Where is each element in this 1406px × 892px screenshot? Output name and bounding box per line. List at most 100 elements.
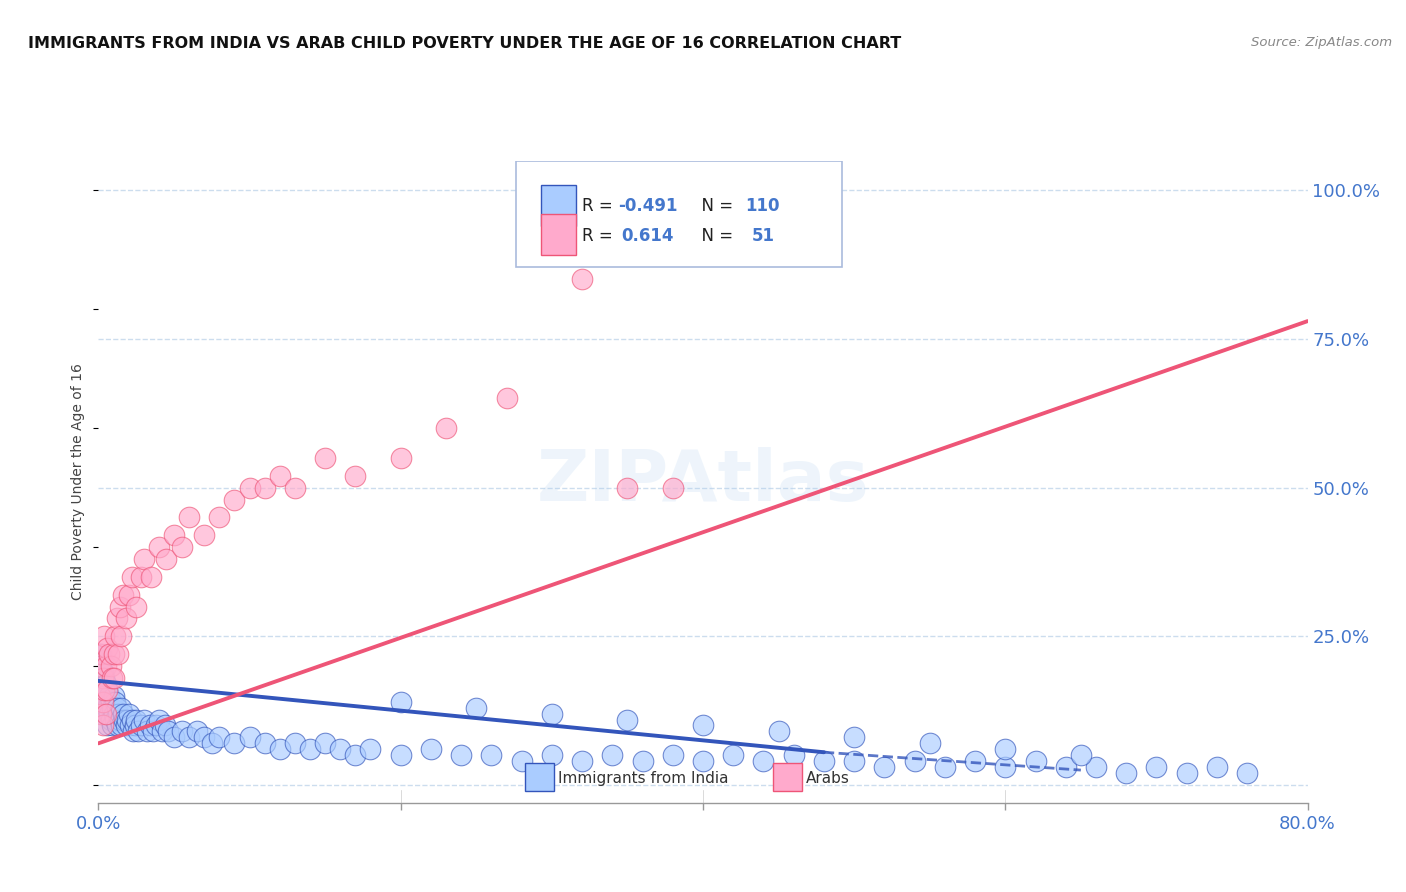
Text: 51: 51 — [751, 227, 775, 245]
Point — [571, 754, 593, 768]
Point — [125, 599, 148, 614]
Point — [91, 671, 114, 685]
Point — [132, 713, 155, 727]
Point — [662, 481, 685, 495]
Point — [602, 748, 624, 763]
Point — [179, 510, 201, 524]
Point — [389, 748, 412, 763]
Point — [163, 528, 186, 542]
Text: Arabs: Arabs — [806, 771, 849, 786]
Point — [616, 481, 638, 495]
Point — [124, 718, 146, 732]
Point — [434, 421, 457, 435]
Point — [103, 671, 125, 685]
Point — [110, 700, 132, 714]
Point — [662, 748, 685, 763]
Point — [91, 665, 114, 679]
Point — [118, 588, 141, 602]
Point — [91, 718, 114, 732]
Point — [1144, 760, 1167, 774]
Point — [115, 713, 138, 727]
Point — [89, 689, 111, 703]
Point — [127, 724, 149, 739]
Point — [163, 731, 186, 745]
Point — [155, 552, 177, 566]
Point — [752, 754, 775, 768]
Point — [98, 706, 121, 721]
Point — [105, 611, 128, 625]
Point — [389, 450, 412, 465]
Point — [111, 588, 134, 602]
Point — [1236, 766, 1258, 780]
FancyBboxPatch shape — [516, 161, 842, 267]
Point — [94, 695, 117, 709]
Point — [103, 706, 125, 721]
Point — [108, 599, 131, 614]
Point — [94, 706, 117, 721]
Point — [125, 713, 148, 727]
Text: -0.491: -0.491 — [619, 196, 678, 214]
Y-axis label: Child Poverty Under the Age of 16: Child Poverty Under the Age of 16 — [72, 363, 86, 600]
Point — [918, 736, 941, 750]
Point — [314, 736, 336, 750]
Point — [253, 736, 276, 750]
Text: Immigrants from India: Immigrants from India — [558, 771, 728, 786]
Point — [904, 754, 927, 768]
Point — [100, 695, 122, 709]
Text: N =: N = — [690, 196, 738, 214]
Point — [540, 748, 562, 763]
Point — [90, 659, 112, 673]
Point — [465, 700, 488, 714]
Point — [284, 481, 307, 495]
Point — [844, 731, 866, 745]
FancyBboxPatch shape — [526, 763, 554, 791]
Point — [121, 570, 143, 584]
FancyBboxPatch shape — [541, 185, 576, 226]
Point — [121, 713, 143, 727]
Point — [105, 718, 128, 732]
Point — [89, 647, 111, 661]
Point — [105, 700, 128, 714]
Point — [110, 718, 132, 732]
FancyBboxPatch shape — [541, 214, 576, 255]
Point — [94, 677, 117, 691]
Point — [193, 731, 215, 745]
Point — [110, 629, 132, 643]
Point — [783, 748, 806, 763]
Point — [510, 754, 533, 768]
Point — [965, 754, 987, 768]
Point — [141, 570, 163, 584]
Point — [91, 695, 114, 709]
Point — [156, 724, 179, 739]
Point — [269, 468, 291, 483]
Text: 0.614: 0.614 — [621, 227, 673, 245]
Point — [101, 718, 124, 732]
Point — [112, 713, 135, 727]
Point — [90, 695, 112, 709]
Point — [344, 468, 367, 483]
Point — [723, 748, 745, 763]
Point — [96, 682, 118, 697]
Point — [186, 724, 208, 739]
Point — [239, 731, 262, 745]
Point — [314, 450, 336, 465]
Point — [89, 659, 111, 673]
Point — [96, 718, 118, 732]
Point — [111, 706, 134, 721]
Point — [239, 481, 262, 495]
Point — [89, 671, 111, 685]
Point — [631, 754, 654, 768]
Point — [118, 706, 141, 721]
Point — [132, 552, 155, 566]
Point — [142, 724, 165, 739]
Point — [1085, 760, 1108, 774]
Point — [224, 736, 246, 750]
Text: R =: R = — [582, 196, 619, 214]
Point — [208, 510, 231, 524]
Point — [104, 713, 127, 727]
Point — [1070, 748, 1092, 763]
Point — [139, 718, 162, 732]
Point — [1206, 760, 1229, 774]
Point — [193, 528, 215, 542]
Point — [148, 713, 170, 727]
